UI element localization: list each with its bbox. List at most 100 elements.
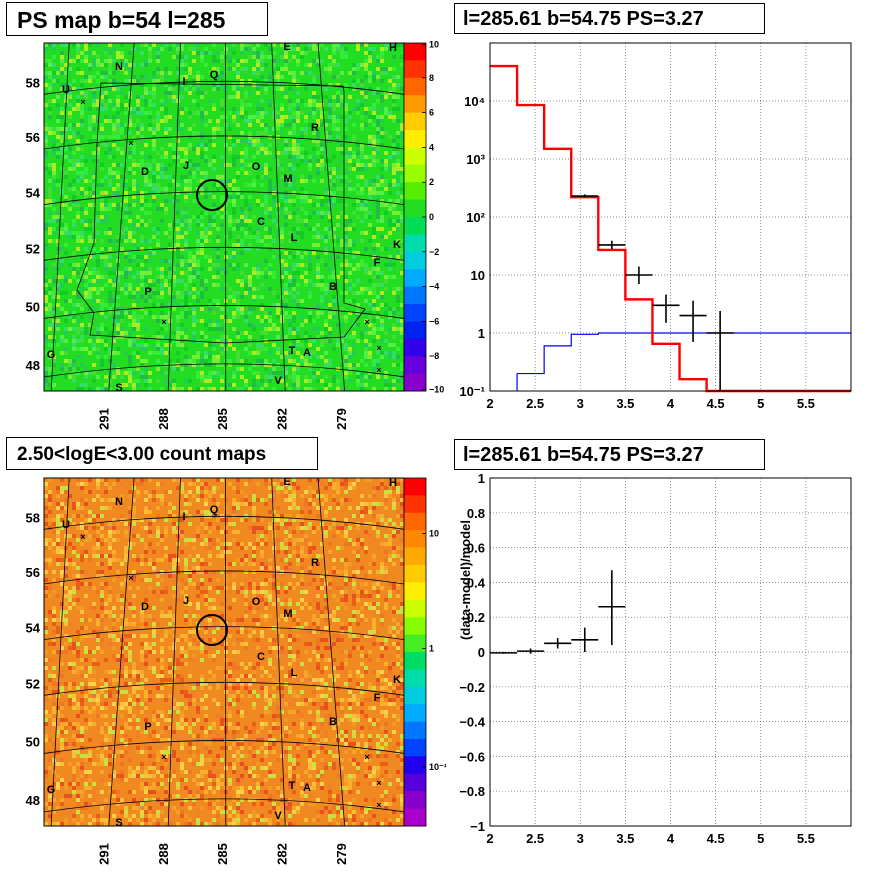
count-longitude-line [167, 477, 181, 827]
count-marker-label: S [115, 817, 122, 829]
ps-marker-label: B [329, 281, 337, 293]
ps-longitude-label: 288 [156, 408, 171, 430]
count-scale-band [404, 478, 426, 496]
count-marker-label: F [374, 692, 381, 704]
spectrum-x-tick-label: 3.5 [616, 396, 634, 411]
ps-map: N U I Q E H R D J O M C L KF P B G T A V S × × × × × × 58 56 54 52 50 48… [26, 41, 405, 430]
ps-scale-band [404, 321, 426, 340]
count-scale-band [404, 669, 426, 688]
count-marker-label: A [303, 782, 311, 794]
count-longitude-line [271, 477, 286, 827]
ps-scale-label: 4 [429, 142, 434, 152]
count-longitude-label: 291 [96, 843, 111, 865]
ps-latitude-line [43, 80, 405, 95]
count-latitude-label: 52 [26, 676, 40, 691]
spectrum-x-tick-label: 5 [757, 396, 764, 411]
count-marker-label: Q [210, 504, 219, 516]
count-marker-label: N [115, 496, 123, 508]
spectrum-x-tick-label: 5.5 [797, 396, 815, 411]
ps-cross-marker: × [364, 317, 369, 327]
spectrum-y-tick-label: 10² [466, 210, 485, 225]
residual-x-tick-label: 5 [757, 831, 764, 846]
count-scale-band [404, 495, 426, 514]
ps-scale-band [404, 373, 426, 392]
count-latitude-label: 54 [26, 621, 41, 636]
residual-y-axis-label: (data-model)/model [458, 520, 473, 640]
count-longitude-label: 285 [215, 843, 230, 865]
spectrum-plot-frame [489, 42, 852, 392]
spectrum-x-tick-label: 4 [667, 396, 675, 411]
count-map-pixels [44, 478, 404, 826]
ps-ps-circle [196, 179, 228, 211]
count-latitude-line [43, 798, 405, 813]
count-color-scale: 10 1 10⁻¹ [403, 477, 447, 827]
ps-longitude-line [317, 42, 345, 392]
ps-latitude-line [43, 246, 405, 261]
spectrum-y-tick-label: 1 [478, 326, 485, 341]
count-scale-band [404, 530, 426, 549]
ps-scale-band [404, 95, 426, 114]
count-cross-marker: × [161, 752, 166, 762]
ps-marker-label: C [257, 216, 265, 228]
ps-latitude-line [43, 363, 405, 378]
count-scale-band [404, 547, 426, 566]
ps-longitude-line [167, 42, 181, 392]
residual-y-tick-label: −0.4 [459, 715, 485, 730]
ps-scale-band [404, 251, 426, 270]
count-scale-frame [403, 477, 427, 827]
residual-data-point [490, 652, 518, 654]
residual-y-tick-label: 1 [478, 471, 485, 486]
ps-marker-label: M [283, 173, 292, 185]
count-scale-band [404, 599, 426, 618]
ps-scale-band [404, 147, 426, 166]
count-marker-label: K [393, 674, 401, 686]
residual-data-point [598, 570, 626, 646]
ps-region-outline [76, 82, 366, 344]
residual-x-tick-label: 2 [486, 831, 493, 846]
ps-scale-label: 10 [429, 40, 439, 50]
ps-marker-label: H [389, 42, 397, 54]
count-latitude-label: 56 [26, 565, 40, 580]
spectrum-x-tick-label: 4.5 [707, 396, 725, 411]
spectrum-data-point [571, 194, 599, 198]
count-latitude-label: 58 [26, 510, 40, 525]
ps-marker-label: K [393, 239, 401, 251]
ps-marker-label: E [283, 41, 290, 53]
count-cross-marker: × [80, 532, 85, 542]
residual-y-tick-label: −0.6 [459, 749, 485, 764]
ps-scale-label: −6 [429, 316, 439, 326]
ps-latitude-line [43, 191, 405, 206]
residual-y-tick-label: −0.8 [459, 784, 485, 799]
ps-cross-marker: × [128, 138, 133, 148]
ps-longitude-line [271, 42, 286, 392]
ps-marker-label: A [303, 347, 311, 359]
residual-plot-frame [489, 477, 852, 827]
count-scale-band [404, 634, 426, 653]
ps-cross-marker: × [376, 343, 381, 353]
count-scale-band [404, 565, 426, 583]
ps-marker-label: U [62, 84, 70, 96]
count-scale-band [404, 791, 426, 810]
count-latitude-label: 50 [26, 734, 40, 749]
count-ps-circle [196, 614, 228, 646]
count-longitude-label: 282 [275, 843, 290, 865]
count-marker-label: D [141, 601, 149, 613]
ps-scale-band [404, 43, 426, 61]
ps-scale-label: 0 [429, 212, 434, 222]
ps-marker-label: P [144, 286, 151, 298]
count-marker-label: U [62, 519, 70, 531]
count-marker-label: L [291, 667, 298, 679]
ps-marker-label: L [291, 232, 298, 244]
ps-scale-band [404, 234, 426, 253]
residual-y-tick-label: 0.6 [467, 541, 485, 556]
count-map: N U I Q E H R D J O M C L KF P B G T A V S × × × × × × 58 56 54 52 50 48… [26, 476, 405, 865]
ps-cross-marker: × [376, 365, 381, 375]
residual-y-tick-label: 0.2 [467, 610, 485, 625]
ps-scale-band [404, 77, 426, 96]
count-latitude-line [43, 570, 405, 585]
spectrum-data-point [625, 266, 653, 284]
count-scale-band [404, 739, 426, 757]
count-scale-band [404, 617, 426, 636]
ps-longitude-line [50, 42, 70, 392]
count-marker-label: V [274, 810, 282, 822]
